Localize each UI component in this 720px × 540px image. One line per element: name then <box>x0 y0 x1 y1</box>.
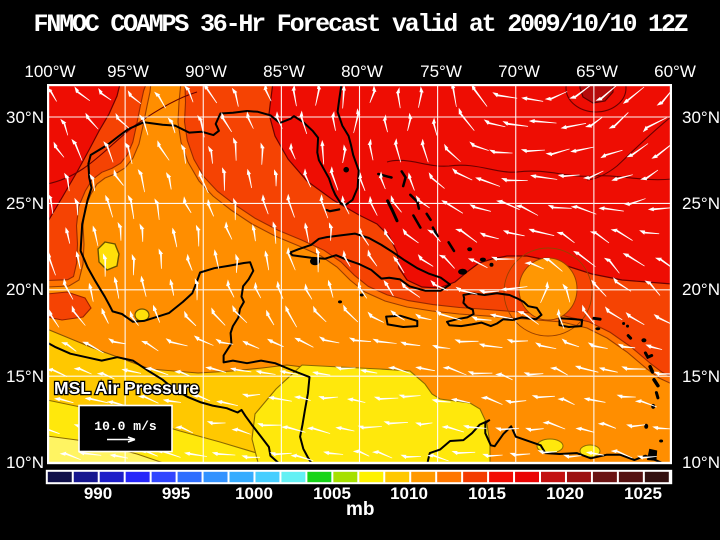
svg-text:10.0 m/s: 10.0 m/s <box>94 419 157 434</box>
svg-text:MSL Air Pressure: MSL Air Pressure <box>54 378 199 398</box>
